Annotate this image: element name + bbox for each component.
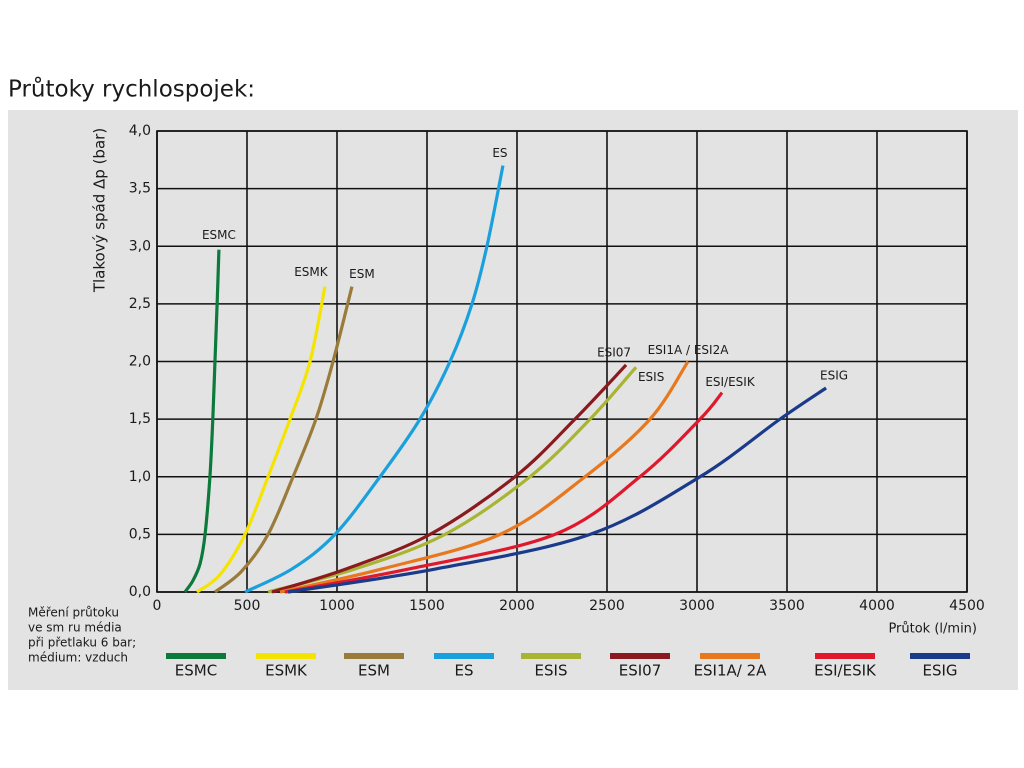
- line: [287, 386, 827, 594]
- line: [279, 360, 690, 594]
- legend-label: ESI/ESIK: [814, 662, 877, 680]
- y-tick-label: 2,0: [129, 354, 151, 370]
- legend-label: ES: [455, 662, 474, 680]
- legend-swatch: [434, 653, 494, 659]
- legend-label: ESI1A/ 2A: [694, 662, 768, 680]
- curve-label: ESMC: [202, 228, 236, 242]
- line: [196, 286, 327, 594]
- x-tick-label: 4000: [859, 598, 895, 614]
- x-tick-label: 4500: [949, 598, 985, 614]
- note: Měření průtoku: [28, 606, 119, 620]
- x-tick-label: 500: [234, 598, 261, 614]
- note: při přetlaku 6 bar;: [28, 636, 136, 650]
- line: [267, 366, 638, 594]
- x-tick-label: 0: [153, 598, 162, 614]
- legend-swatch: [700, 653, 760, 659]
- x-tick-label: 3000: [679, 598, 715, 614]
- curve-label: ESI1A / ESI2A: [648, 343, 730, 357]
- legend-label: ESM: [358, 662, 390, 680]
- curve-label: ES: [492, 146, 507, 160]
- y-tick-label: 1,0: [129, 469, 151, 485]
- line: [284, 391, 724, 594]
- legend-swatch: [256, 653, 316, 659]
- legend-label: ESMC: [175, 662, 217, 680]
- x-tick-label: 1000: [319, 598, 355, 614]
- curve-label: ESIS: [638, 370, 664, 384]
- y-tick-label: 0,5: [129, 526, 151, 542]
- line: [244, 165, 505, 594]
- curve-label: ESI07: [597, 345, 631, 359]
- note: ve sm ru média: [28, 621, 122, 635]
- y-axis-label: Tlakový spád Δp (bar): [91, 128, 109, 293]
- x-tick-label: 2000: [499, 598, 535, 614]
- line: [183, 249, 221, 593]
- y-tick-label: 1,5: [129, 411, 151, 427]
- chart-title: Průtoky rychlospojek:: [8, 76, 255, 103]
- line: [271, 363, 628, 594]
- line: [213, 286, 354, 594]
- x-tick-label: 1500: [409, 598, 445, 614]
- legend-swatch: [815, 653, 875, 659]
- y-tick-label: 0,0: [129, 584, 151, 600]
- legend-label: ESI07: [619, 662, 662, 680]
- y-tick-label: 3,0: [129, 238, 151, 254]
- y-tick-label: 2,5: [129, 296, 151, 312]
- legend-label: ESIS: [535, 662, 568, 680]
- legend-swatch: [610, 653, 670, 659]
- panel: [8, 110, 1018, 690]
- curve-label: ESIG: [820, 369, 848, 383]
- x-tick-label: 2500: [589, 598, 625, 614]
- note: médium: vzduch: [28, 651, 128, 665]
- curve-label: ESMK: [294, 265, 329, 279]
- x-tick-label: 3500: [769, 598, 805, 614]
- legend-swatch: [344, 653, 404, 659]
- legend-swatch: [521, 653, 581, 659]
- y-tick-label: 3,5: [129, 181, 151, 197]
- legend-swatch: [166, 653, 226, 659]
- legend-swatch: [910, 653, 970, 659]
- legend-label: ESIG: [922, 662, 957, 680]
- x-axis-label: Průtok (l/min): [888, 622, 977, 637]
- curve-label: ESM: [349, 267, 375, 281]
- legend-label: ESMK: [265, 662, 308, 680]
- y-tick-label: 4,0: [129, 123, 151, 139]
- curve-label: ESI/ESIK: [705, 375, 756, 389]
